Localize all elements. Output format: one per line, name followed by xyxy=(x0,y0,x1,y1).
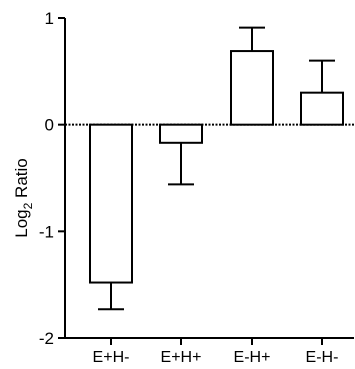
bar xyxy=(300,91,344,126)
y-axis-label: Log2 Ratio xyxy=(12,158,35,237)
bar xyxy=(89,123,133,284)
y-tick-label: 0 xyxy=(45,116,54,135)
bar xyxy=(159,123,203,144)
x-tick-label: E+H+ xyxy=(161,349,202,366)
bar xyxy=(230,50,274,126)
x-tick-label: E-H+ xyxy=(234,349,271,366)
y-tick-label: 1 xyxy=(45,9,54,28)
y-tick-label: -1 xyxy=(39,222,54,241)
y-tick-label: -2 xyxy=(39,329,54,348)
x-axis: E+H- E+H+ E-H+ E-H- xyxy=(65,337,354,366)
y-axis: 1 0 -1 -2 xyxy=(39,9,354,348)
bars xyxy=(89,26,344,311)
x-tick-label: E+H- xyxy=(93,349,130,366)
x-tick-label: E-H- xyxy=(306,349,339,366)
